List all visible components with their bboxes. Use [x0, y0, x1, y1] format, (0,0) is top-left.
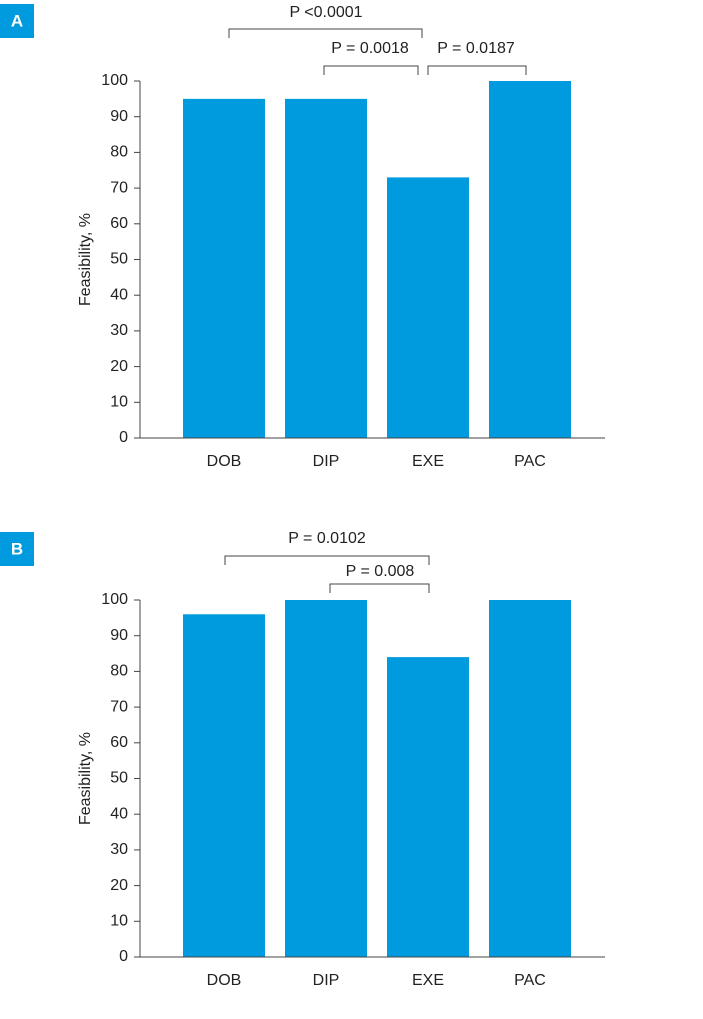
panel-box	[0, 532, 34, 566]
p-value-label: P = 0.0187	[437, 40, 515, 57]
bar	[387, 177, 469, 438]
bar	[285, 600, 367, 957]
x-tick-label: DOB	[207, 453, 242, 470]
y-tick-label: 10	[110, 913, 128, 930]
bar	[489, 600, 571, 957]
y-tick-label: 0	[119, 948, 128, 965]
significance-bracket	[228, 28, 423, 38]
y-tick-label: 80	[110, 663, 128, 680]
x-tick-label: DOB	[207, 972, 242, 989]
y-tick-label: 30	[110, 841, 128, 858]
y-tick-label: 40	[110, 805, 128, 822]
y-tick-label: 40	[110, 286, 128, 303]
panel-label: B	[11, 539, 23, 558]
y-tick-label: 10	[110, 394, 128, 411]
x-tick-label: PAC	[514, 972, 546, 989]
y-tick-label: 50	[110, 770, 128, 787]
y-tick-label: 20	[110, 877, 128, 894]
x-tick-label: DIP	[313, 453, 340, 470]
y-tick-label: 70	[110, 698, 128, 715]
p-value-label: P = 0.008	[346, 563, 415, 580]
significance-bracket	[224, 555, 430, 565]
significance-bracket	[323, 65, 419, 75]
y-tick-label: 80	[110, 144, 128, 161]
y-tick-label: 20	[110, 358, 128, 375]
p-value-label: P <0.0001	[289, 4, 362, 21]
bar	[183, 98, 265, 438]
y-tick-label: 90	[110, 108, 128, 125]
p-value-label: P = 0.0018	[331, 40, 409, 57]
y-tick-label: 70	[110, 179, 128, 196]
y-tick-label: 60	[110, 734, 128, 751]
p-value-label: P = 0.0102	[288, 530, 366, 547]
x-tick-label: EXE	[412, 972, 444, 989]
y-tick-label: 100	[101, 72, 128, 89]
y-tick-label: 60	[110, 215, 128, 232]
significance-bracket	[329, 583, 430, 593]
y-tick-label: 30	[110, 322, 128, 339]
x-tick-label: EXE	[412, 453, 444, 470]
bar	[285, 98, 367, 438]
x-tick-label: PAC	[514, 453, 546, 470]
significance-bracket	[427, 65, 527, 75]
bar	[489, 81, 571, 438]
y-tick-label: 100	[101, 591, 128, 608]
y-axis-label: Feasibility, %	[77, 732, 94, 825]
y-tick-label: 90	[110, 627, 128, 644]
panel-box	[0, 4, 34, 38]
y-tick-label: 50	[110, 251, 128, 268]
panel-label: A	[11, 11, 23, 30]
y-axis-label: Feasibility, %	[77, 213, 94, 306]
x-tick-label: DIP	[313, 972, 340, 989]
y-tick-label: 0	[119, 429, 128, 446]
bar	[183, 614, 265, 957]
bar	[387, 657, 469, 957]
